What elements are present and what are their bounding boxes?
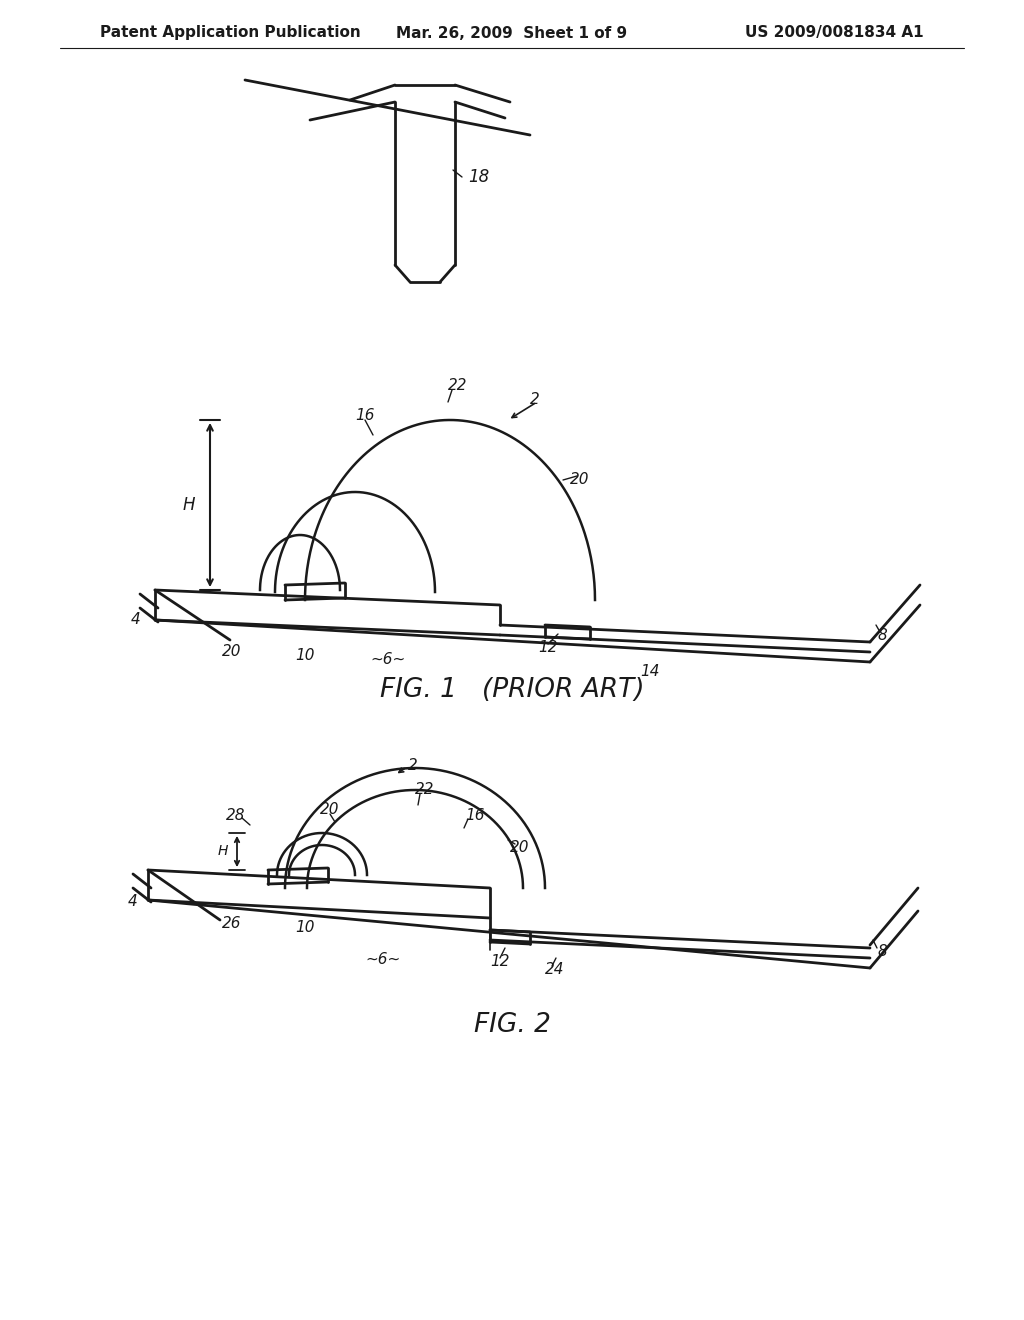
Text: FIG. 1   (PRIOR ART): FIG. 1 (PRIOR ART) (380, 677, 644, 704)
Text: 20: 20 (319, 803, 340, 817)
Text: 18: 18 (468, 168, 489, 186)
Text: 8: 8 (878, 627, 888, 643)
Text: 20: 20 (222, 644, 242, 660)
Text: ~6~: ~6~ (365, 953, 400, 968)
Text: Patent Application Publication: Patent Application Publication (100, 25, 360, 41)
Text: H: H (182, 496, 195, 513)
Text: 22: 22 (415, 783, 434, 797)
Text: US 2009/0081834 A1: US 2009/0081834 A1 (745, 25, 924, 41)
Text: FIG. 2: FIG. 2 (473, 1012, 551, 1038)
Text: 20: 20 (510, 841, 529, 855)
Text: 28: 28 (226, 808, 246, 822)
Text: 14: 14 (640, 664, 659, 680)
Text: 20: 20 (570, 473, 590, 487)
Text: ~6~: ~6~ (370, 652, 406, 668)
Text: 12: 12 (538, 640, 557, 656)
Text: 10: 10 (295, 648, 314, 663)
Text: 2: 2 (408, 758, 418, 772)
Text: 16: 16 (355, 408, 375, 422)
Text: 8: 8 (877, 945, 887, 960)
Text: H: H (218, 843, 228, 858)
Text: 24: 24 (545, 962, 564, 978)
Text: 10: 10 (295, 920, 314, 935)
Text: 22: 22 (449, 378, 468, 392)
Text: 16: 16 (465, 808, 484, 822)
Text: 26: 26 (222, 916, 242, 931)
Text: 4: 4 (127, 895, 137, 909)
Text: 4: 4 (130, 612, 140, 627)
Text: 12: 12 (490, 954, 510, 969)
Text: Mar. 26, 2009  Sheet 1 of 9: Mar. 26, 2009 Sheet 1 of 9 (396, 25, 628, 41)
Text: 2: 2 (530, 392, 540, 408)
